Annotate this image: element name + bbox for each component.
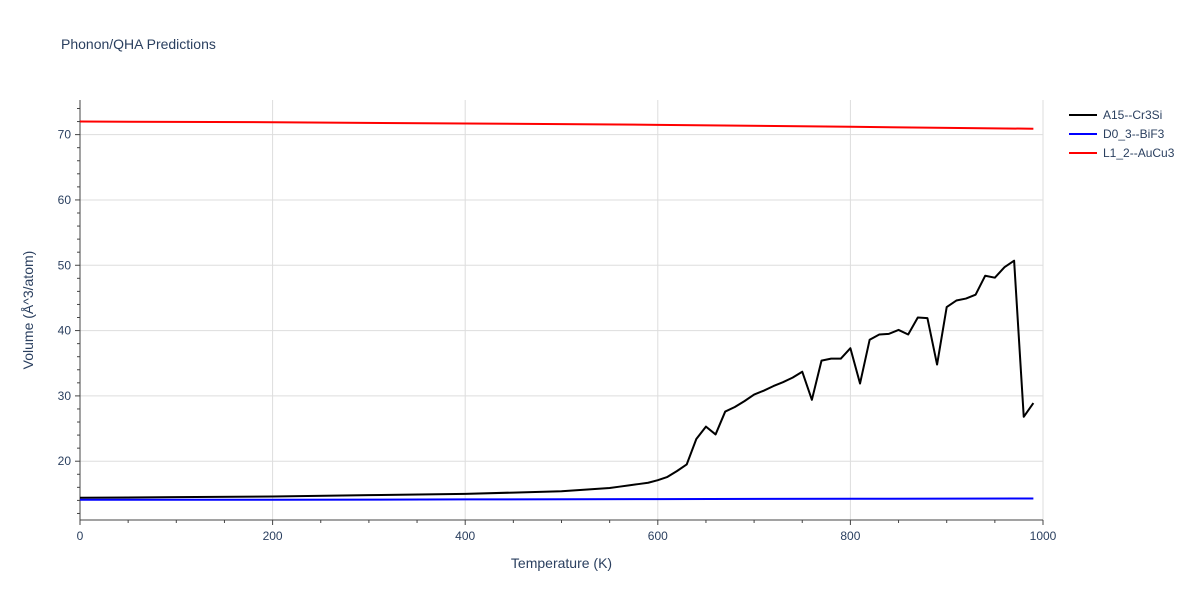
series-line [79, 259, 1035, 499]
axes-layer: 0 200 400 600 800 1000 20 30 40 50 60 70 [58, 100, 1057, 543]
x-tick-label: 800 [840, 529, 860, 543]
legend-item[interactable]: D0_3--BiF3 [1069, 127, 1165, 141]
x-tick-label: 0 [77, 529, 84, 543]
x-tick-label: 600 [648, 529, 668, 543]
series-line [79, 120, 1034, 130]
y-axis-title: Volume (Å^3/atom) [20, 251, 36, 370]
series-layer [79, 120, 1035, 501]
y-tick-label: 30 [58, 389, 72, 403]
y-tick-label: 70 [58, 128, 72, 142]
y-tick-label: 60 [58, 193, 72, 207]
legend[interactable]: A15--Cr3Si D0_3--BiF3 L1_2--AuCu3 [1069, 108, 1175, 160]
x-tick-label: 200 [263, 529, 283, 543]
y-tick-label: 50 [58, 258, 72, 272]
y-tick-label: 20 [58, 454, 72, 468]
series-line [80, 497, 1034, 501]
x-tick-label: 1000 [1030, 529, 1057, 543]
chart-title: Phonon/QHA Predictions [61, 36, 216, 52]
legend-label: L1_2--AuCu3 [1103, 146, 1175, 160]
grid-layer [80, 100, 1044, 520]
x-tick-label: 400 [455, 529, 475, 543]
legend-label: A15--Cr3Si [1103, 108, 1162, 122]
x-axis-title: Temperature (K) [511, 555, 612, 571]
legend-item[interactable]: A15--Cr3Si [1069, 108, 1162, 122]
y-tick-label: 40 [58, 324, 72, 338]
legend-item[interactable]: L1_2--AuCu3 [1069, 146, 1175, 160]
legend-label: D0_3--BiF3 [1103, 127, 1165, 141]
